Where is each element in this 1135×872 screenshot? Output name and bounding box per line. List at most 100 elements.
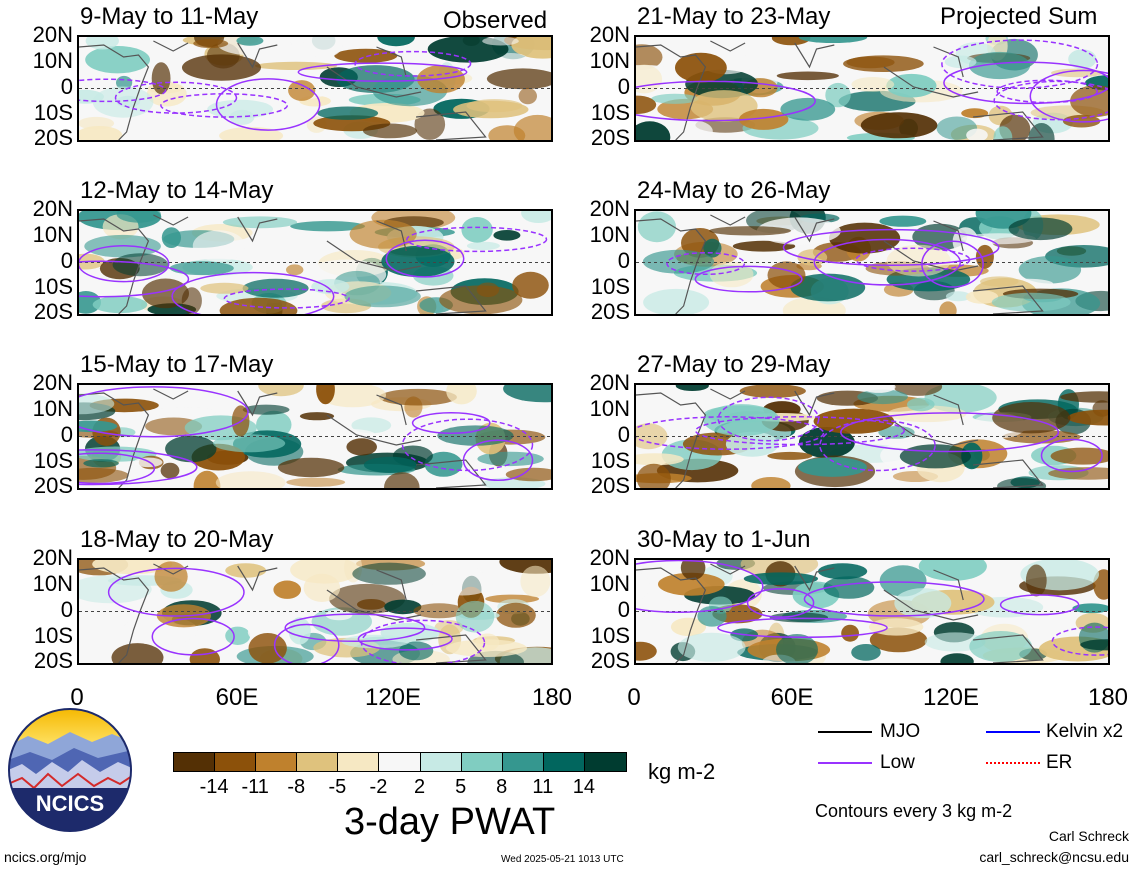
colorbar-swatch [338,753,380,771]
pwat-anomaly-field [636,37,1108,140]
legend-er-line [986,762,1040,764]
low-contour [717,617,888,638]
lon-label: 120E [364,684,422,711]
lat-label: 20N [589,545,630,570]
lat-label: 10N [32,396,73,421]
lat-label: 20S [33,299,73,324]
coastline [636,388,1044,488]
colorbar-swatch [461,753,503,771]
pwat-anomaly-field [79,211,551,314]
lat-label: 0 [60,74,73,99]
legend-er-label: ER [1046,752,1073,773]
author-name: Carl Schreck [1048,828,1129,844]
lat-label: 20S [590,125,630,150]
low-contour [840,412,1060,453]
legend-kelvin-label: Kelvin x2 [1046,721,1124,742]
ncics-logo: NCICS [8,708,132,832]
lat-label: 10N [32,571,73,596]
low-contour [223,288,350,309]
lat-label: 20N [589,22,630,47]
lon-label: 0 [627,684,641,711]
timestamp: Wed 2025-05-21 1013 UTC [501,854,624,865]
lon-label: 60E [770,684,814,711]
low-contour [999,594,1080,616]
lat-label: 0 [617,597,630,622]
lat-label: 20S [590,473,630,498]
lat-label: 20N [32,22,73,47]
lat-label: 10N [32,48,73,73]
author-email[interactable]: carl_schreck@ncsu.edu [979,849,1129,865]
colorbar-swatch [502,753,544,771]
colorbar-tick-label: -11 [241,776,269,798]
low-contour [79,78,167,103]
low-contour [717,396,820,442]
map-panel [634,35,1110,142]
low-contour [79,449,198,486]
low-contour [636,560,764,614]
map-panel [77,35,553,142]
low-contour [996,79,1098,104]
lat-label: 20S [33,648,73,673]
lat-label: 10S [590,274,630,299]
low-contour [411,412,491,434]
low-contour [1040,438,1103,473]
low-contour [803,581,985,617]
low-contour [636,416,825,450]
map-panel [634,383,1110,490]
low-contour [746,587,815,618]
lon-label: 60E [215,684,259,711]
colorbar-tick-label: 2 [413,776,426,798]
colorbar [173,752,627,772]
contours-note: Contours every 3 kg m-2 [815,801,1013,821]
colorbar-swatch [256,753,298,771]
lat-label: 10S [590,100,630,125]
colorbar-units: kg m-2 [648,759,716,784]
low-contour [782,228,1000,266]
low-contour [79,260,190,298]
low-contour [385,239,465,278]
low-contour [993,80,1108,121]
legend-low-line [818,762,872,764]
colorbar-tick-label: 8 [496,776,508,798]
colorbar-swatch [215,753,257,771]
lat-label: 10S [33,623,73,648]
lat-label: 20N [32,370,73,395]
colorbar-swatch [297,753,339,771]
projected-label: Projected Sum [940,3,1098,30]
low-contour [1029,69,1108,123]
lat-label: 10N [589,571,630,596]
colorbar-tick-label: 5 [455,776,467,798]
legend-kelvin-line [986,731,1040,733]
main-title: 3-day PWAT [344,801,556,843]
legend-mjo-line [818,731,872,733]
lat-label: 20N [32,545,73,570]
site-link[interactable]: ncics.org/mjo [4,849,87,865]
lat-label: 10S [590,448,630,473]
low-contour [855,247,971,272]
panel-title: 18-May to 20-May [80,526,274,553]
lat-label: 10N [589,48,630,73]
low-contour [813,238,962,286]
low-contour [666,251,746,276]
colorbar-tick-label: 14 [572,776,596,798]
map-panel [77,209,553,316]
lat-label: 20N [589,370,630,395]
panel-title: 24-May to 26-May [637,177,831,204]
colorbar-swatch [584,753,626,771]
low-contour [273,623,340,663]
lat-label: 10N [32,222,73,247]
low-contour [462,439,534,482]
lon-label: 120E [922,684,980,711]
lon-label: 180 [531,684,573,711]
lat-label: 10N [589,222,630,247]
colorbar-swatch [379,753,421,771]
panel-title: 15-May to 17-May [80,351,274,378]
low-contour [636,80,816,122]
colorbar-swatch [543,753,585,771]
panel-title: 12-May to 14-May [80,177,274,204]
lon-label: 180 [1087,684,1129,711]
panel-title: 30-May to 1-Jun [637,526,811,553]
low-contour [284,613,426,643]
colorbar-tick-label: 11 [532,776,554,798]
colorbar-tick-label: -5 [328,776,347,798]
